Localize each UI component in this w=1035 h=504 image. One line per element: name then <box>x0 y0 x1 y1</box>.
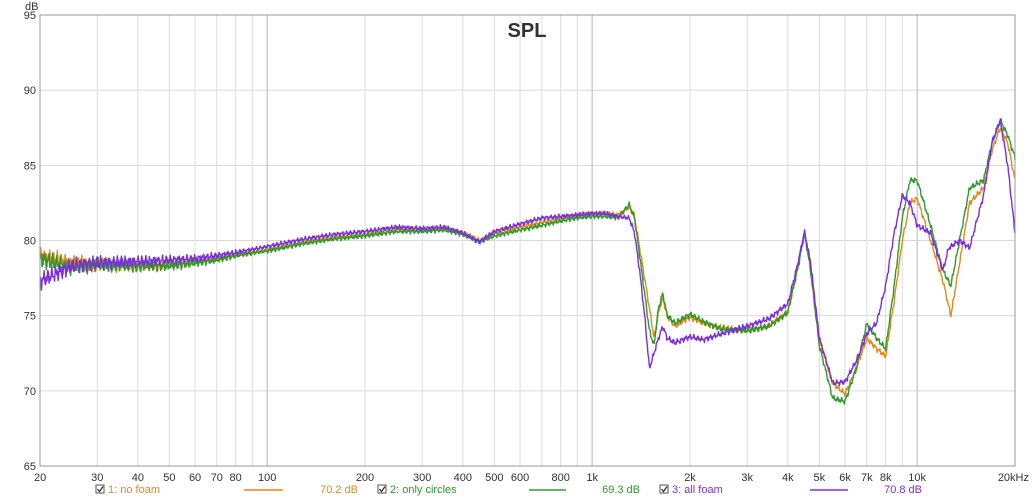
x-tick-label: 60 <box>189 472 201 484</box>
y-tick-label: 80 <box>24 236 36 248</box>
x-tick-label: 20kHz <box>998 472 1029 484</box>
x-tick-label: 2k <box>684 472 696 484</box>
legend-series-level: 70.2 dB <box>320 484 358 496</box>
legend-checkbox[interactable] <box>659 484 669 494</box>
legend-series-level: 70.8 dB <box>884 484 922 496</box>
y-tick-label: 65 <box>24 461 36 473</box>
x-tick-label: 800 <box>551 472 569 484</box>
x-tick-label: 40 <box>132 472 144 484</box>
x-tick-label: 6k <box>839 472 851 484</box>
y-tick-label: 85 <box>24 160 36 172</box>
legend-checkbox[interactable] <box>95 484 105 494</box>
y-tick-labels: 65 70 75 80 85 90 95 <box>24 10 36 473</box>
check-icon <box>660 486 668 493</box>
y-tick-label: 75 <box>24 311 36 323</box>
x-tick-label: 10k <box>908 472 926 484</box>
x-tick-label: 3k <box>741 472 753 484</box>
y-tick-label: 70 <box>24 386 36 398</box>
series-line <box>39 118 1016 387</box>
legend-series-name: 1: no foam <box>108 484 160 496</box>
x-tick-label: 80 <box>230 472 242 484</box>
series-line <box>39 118 1016 405</box>
x-tick-label: 5k <box>814 472 826 484</box>
x-tick-label: 8k <box>880 472 892 484</box>
x-tick-label: 500 <box>485 472 503 484</box>
x-tick-label: 7k <box>861 472 873 484</box>
x-tick-labels: 20 30 40 50 60 70 80 100 200 300 400 500 600 800 1k 2k 3… <box>34 472 1029 484</box>
legend-checkbox[interactable] <box>377 484 387 494</box>
series-layer <box>39 118 1016 405</box>
y-axis-label: dB <box>25 1 38 13</box>
legend-series-name: 2: only circles <box>390 484 457 496</box>
x-tick-label: 4k <box>782 472 794 484</box>
x-tick-label: 600 <box>511 472 529 484</box>
legend-series-name: 3: all foam <box>672 484 723 496</box>
x-tick-label: 20 <box>34 472 46 484</box>
x-tick-label: 400 <box>454 472 472 484</box>
x-tick-label: 1k <box>586 472 598 484</box>
check-icon <box>378 486 386 493</box>
x-tick-label: 200 <box>356 472 374 484</box>
y-tick-label: 90 <box>24 85 36 97</box>
legend: 1: no foam 70.2 dB 2: only circles 69.3 dB 3… <box>95 484 922 496</box>
check-icon <box>96 486 104 493</box>
y-tick-label: 95 <box>24 10 36 22</box>
x-tick-label: 100 <box>258 472 276 484</box>
x-tick-label: 70 <box>211 472 223 484</box>
legend-series-level: 69.3 dB <box>602 484 640 496</box>
chart-title: SPL <box>508 20 547 42</box>
x-tick-label: 30 <box>91 472 103 484</box>
x-tick-label: 300 <box>413 472 431 484</box>
plot-frame <box>39 14 1016 467</box>
x-tick-label: 50 <box>163 472 175 484</box>
